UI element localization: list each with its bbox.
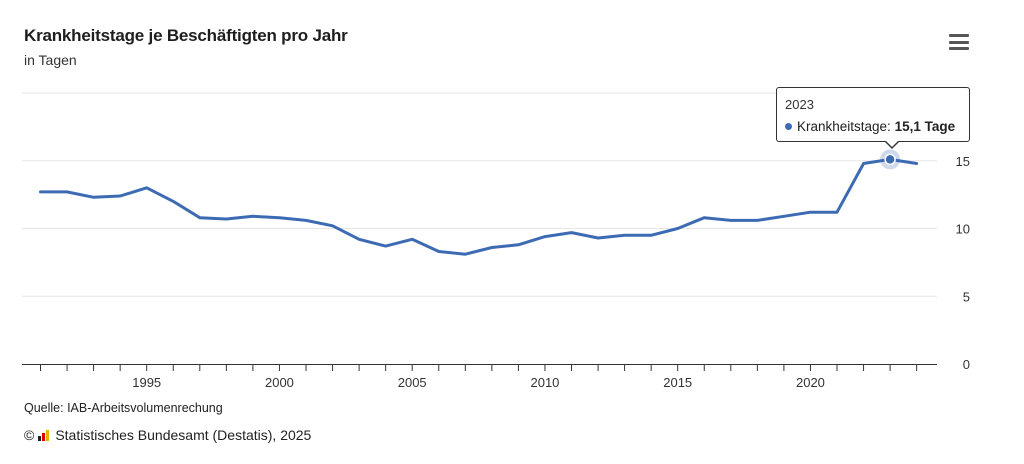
x-tick-label: 2000 — [265, 375, 294, 390]
tooltip-label: Krankheitstage: — [797, 119, 891, 134]
data-point — [118, 194, 122, 198]
x-tick-label: 2015 — [663, 375, 692, 390]
tooltip-year: 2023 — [785, 97, 814, 112]
data-point — [570, 231, 574, 235]
data-point — [596, 236, 600, 240]
tooltip-arrow-fill — [885, 140, 899, 147]
data-point — [463, 252, 467, 256]
data-point — [357, 237, 361, 241]
data-point — [198, 216, 202, 220]
data-point — [145, 186, 149, 190]
tooltip-value: 15,1 Tage — [894, 119, 956, 134]
data-point — [384, 244, 388, 248]
data-point — [516, 243, 520, 247]
chart-subtitle: in Tagen — [24, 52, 77, 68]
data-point — [65, 190, 69, 194]
data-point — [782, 214, 786, 218]
data-point — [649, 233, 653, 237]
data-point — [251, 214, 255, 218]
series-dot-icon — [785, 122, 792, 130]
data-point — [490, 245, 494, 249]
data-point — [277, 216, 281, 220]
copyright-text: Statistisches Bundesamt (Destatis), 2025 — [55, 427, 312, 443]
x-tick-label: 1995 — [132, 375, 161, 390]
data-point — [171, 199, 175, 203]
y-tick-label: 5 — [963, 289, 970, 304]
hamburger-menu-icon[interactable] — [949, 34, 969, 50]
data-point — [835, 210, 839, 214]
tooltip: 2023 Krankheitstage: 15,1 Tage — [776, 87, 970, 142]
source-note: Quelle: IAB-Arbeitsvolumenrechung — [24, 401, 223, 415]
x-tick-label: 2020 — [796, 375, 825, 390]
x-tick-label: 2005 — [398, 375, 427, 390]
destatis-logo-icon — [38, 429, 50, 441]
x-tick-label: 2010 — [530, 375, 559, 390]
data-point — [623, 233, 627, 237]
series-line-krankheitstage — [39, 157, 919, 256]
data-point — [808, 210, 812, 214]
tooltip-row: Krankheitstage: 15,1 Tage — [785, 119, 955, 134]
data-point — [39, 190, 43, 194]
copyright-symbol: © — [24, 427, 35, 443]
y-tick-label: 15 — [956, 154, 970, 169]
data-point — [224, 217, 228, 221]
chart-title: Krankheitstage je Beschäftigten pro Jahr — [24, 26, 348, 45]
copyright-line: © Statistisches Bundesamt (Destatis), 20… — [24, 427, 311, 443]
y-tick-label: 10 — [956, 222, 970, 237]
data-point — [543, 235, 547, 239]
data-point — [304, 218, 308, 222]
data-point — [702, 216, 706, 220]
y-tick-label: 0 — [963, 357, 970, 372]
data-point — [862, 161, 866, 165]
data-point — [729, 218, 733, 222]
data-point — [331, 224, 335, 228]
data-point — [755, 218, 759, 222]
data-point — [410, 237, 414, 241]
highlight-point — [884, 153, 896, 166]
data-point — [92, 195, 96, 199]
data-point — [915, 161, 919, 165]
data-point — [676, 227, 680, 231]
data-point — [437, 250, 441, 254]
